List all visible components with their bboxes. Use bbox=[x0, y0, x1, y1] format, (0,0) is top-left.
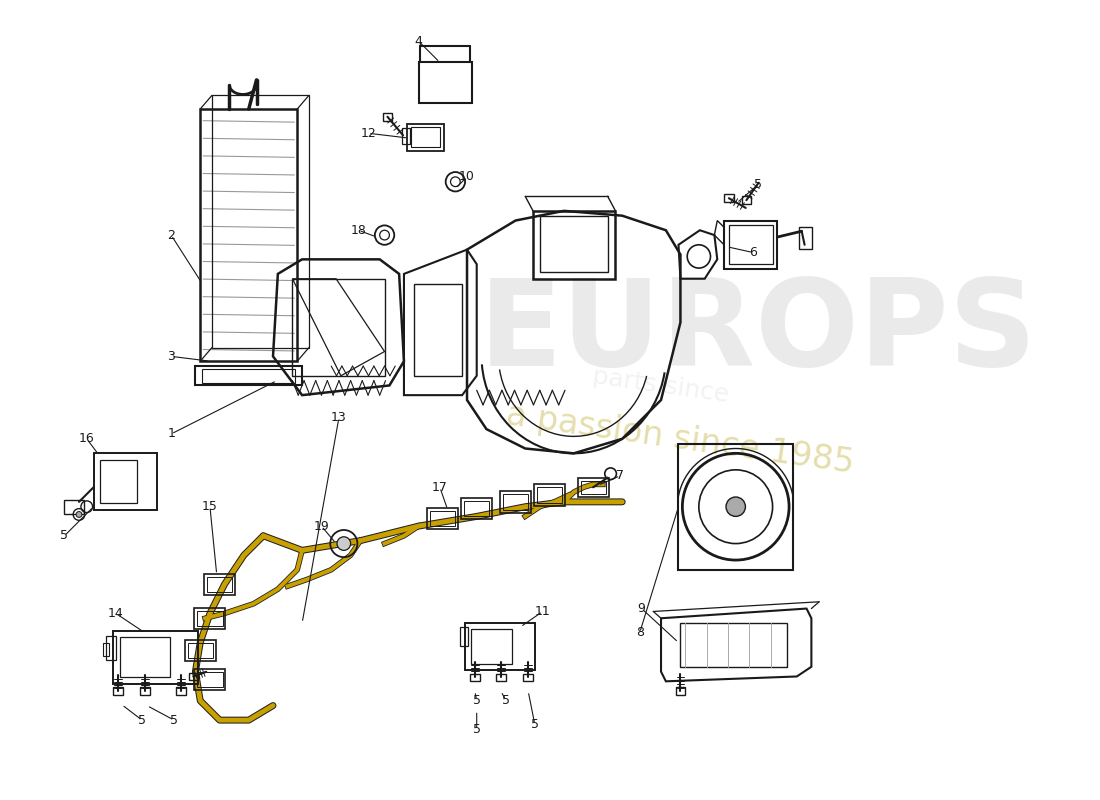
Bar bbox=[430, 510, 455, 526]
Circle shape bbox=[726, 497, 746, 517]
Bar bbox=[100, 460, 138, 503]
Circle shape bbox=[337, 537, 351, 550]
Bar bbox=[578, 478, 608, 497]
Bar bbox=[799, 227, 813, 249]
Bar bbox=[195, 669, 226, 690]
Text: 2: 2 bbox=[167, 229, 175, 242]
Text: 5: 5 bbox=[60, 530, 68, 542]
Text: 15: 15 bbox=[202, 500, 218, 514]
Bar bbox=[675, 687, 685, 695]
Bar bbox=[724, 194, 734, 202]
Bar bbox=[465, 623, 535, 670]
Bar bbox=[195, 607, 226, 629]
Text: 6: 6 bbox=[749, 246, 757, 259]
Bar bbox=[460, 627, 467, 646]
Bar bbox=[414, 283, 462, 376]
Text: parts since: parts since bbox=[592, 364, 730, 407]
Bar bbox=[724, 221, 778, 269]
Bar bbox=[212, 95, 309, 348]
Bar bbox=[293, 278, 385, 376]
Bar bbox=[202, 369, 295, 382]
Text: 10: 10 bbox=[459, 170, 475, 183]
Bar bbox=[200, 109, 297, 361]
Text: 12: 12 bbox=[360, 126, 376, 140]
Text: a passion since 1985: a passion since 1985 bbox=[504, 398, 857, 479]
Text: 5: 5 bbox=[531, 718, 539, 731]
Text: 4: 4 bbox=[415, 34, 422, 47]
Bar bbox=[113, 631, 198, 684]
Text: 14: 14 bbox=[108, 607, 123, 620]
Bar bbox=[107, 636, 116, 660]
Text: 13: 13 bbox=[331, 411, 346, 424]
Bar bbox=[681, 623, 788, 666]
Bar bbox=[103, 642, 109, 656]
Bar bbox=[113, 687, 122, 695]
Text: 8: 8 bbox=[636, 626, 644, 639]
Bar bbox=[427, 508, 459, 529]
Text: 3: 3 bbox=[167, 350, 175, 363]
Bar bbox=[470, 674, 480, 682]
Text: 7: 7 bbox=[616, 469, 625, 482]
Bar bbox=[540, 216, 607, 272]
Bar bbox=[534, 211, 615, 278]
Bar bbox=[537, 487, 562, 503]
Bar bbox=[120, 637, 170, 678]
Bar bbox=[65, 500, 84, 514]
Bar bbox=[94, 454, 156, 510]
Bar bbox=[197, 610, 222, 626]
Bar bbox=[581, 481, 606, 494]
Bar bbox=[410, 127, 440, 147]
Circle shape bbox=[76, 511, 81, 518]
Bar bbox=[679, 444, 793, 570]
Bar bbox=[461, 498, 492, 519]
Bar bbox=[205, 574, 235, 595]
Text: 9: 9 bbox=[638, 602, 646, 615]
Bar bbox=[741, 196, 751, 204]
Text: 5: 5 bbox=[754, 178, 762, 191]
Bar bbox=[534, 484, 565, 506]
Text: 5: 5 bbox=[170, 714, 178, 726]
Text: 1: 1 bbox=[167, 427, 175, 441]
Bar bbox=[503, 494, 528, 510]
Bar bbox=[140, 687, 150, 695]
Text: EUROPS: EUROPS bbox=[478, 274, 1037, 390]
Text: 17: 17 bbox=[432, 481, 448, 494]
Bar bbox=[402, 128, 410, 144]
Bar bbox=[407, 123, 443, 150]
Text: 5: 5 bbox=[473, 694, 481, 707]
Bar bbox=[188, 673, 198, 680]
Bar bbox=[188, 642, 213, 658]
Text: 16: 16 bbox=[79, 432, 95, 446]
Bar bbox=[418, 62, 472, 103]
Bar bbox=[464, 501, 490, 517]
Bar bbox=[197, 672, 222, 687]
Bar bbox=[524, 674, 534, 682]
Text: 5: 5 bbox=[502, 694, 509, 707]
Text: 19: 19 bbox=[314, 520, 329, 533]
Bar bbox=[383, 113, 393, 121]
Bar bbox=[196, 366, 302, 386]
Text: 18: 18 bbox=[351, 224, 366, 237]
Text: 11: 11 bbox=[535, 605, 551, 618]
Bar bbox=[471, 629, 512, 664]
Bar bbox=[500, 491, 531, 513]
Bar bbox=[207, 577, 232, 592]
Bar bbox=[185, 640, 216, 661]
Bar bbox=[176, 687, 186, 695]
Bar bbox=[496, 674, 506, 682]
Text: 5: 5 bbox=[473, 723, 481, 736]
Bar bbox=[729, 226, 772, 264]
Text: 5: 5 bbox=[138, 714, 146, 726]
